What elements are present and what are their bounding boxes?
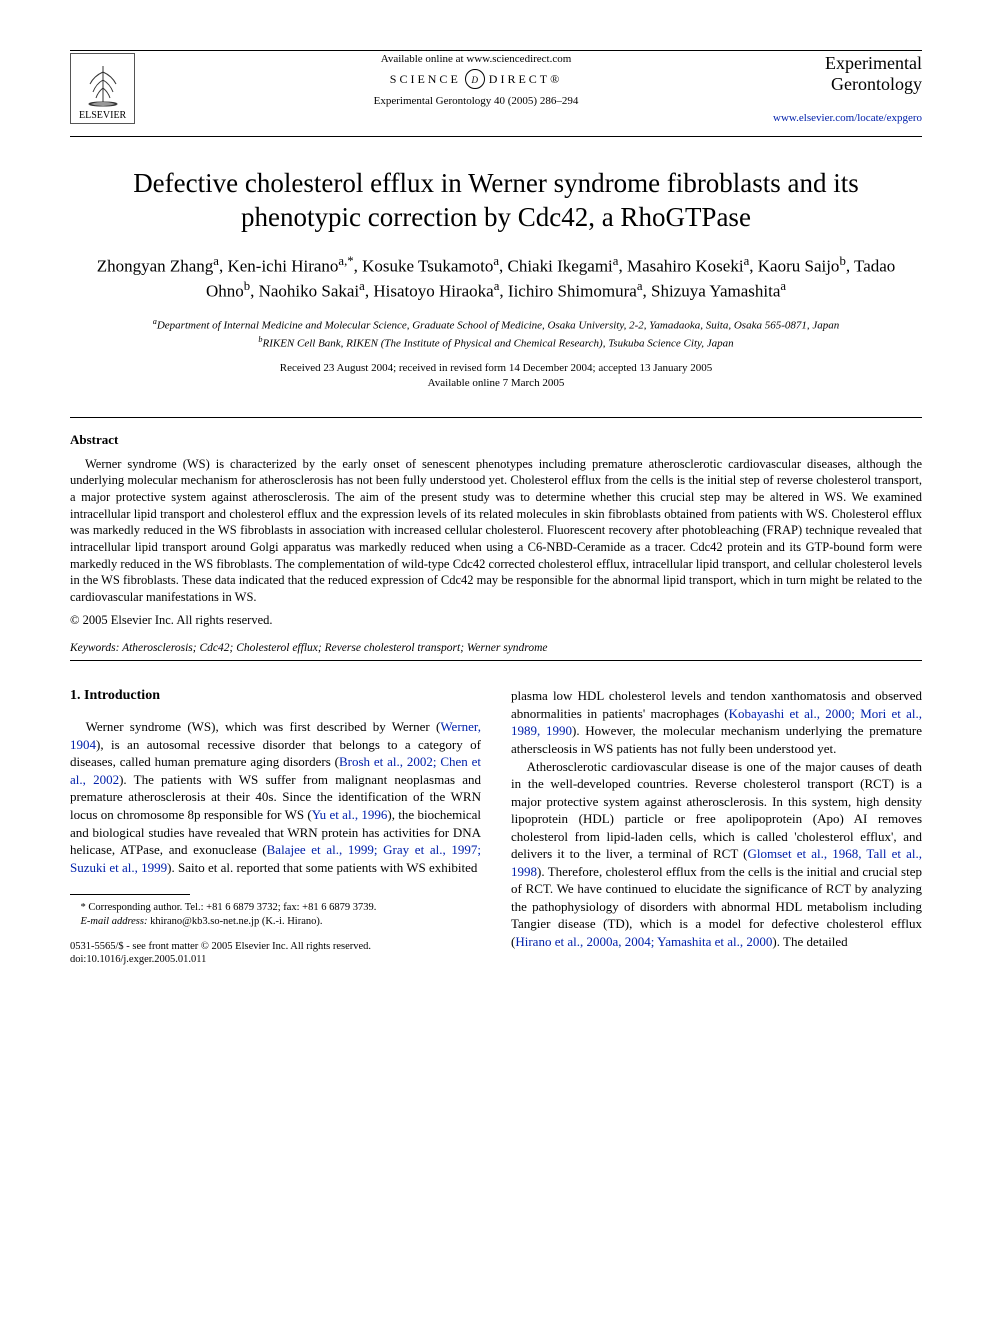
abstract-heading: Abstract [70,432,922,448]
affiliation-b: bRIKEN Cell Bank, RIKEN (The Institute o… [70,334,922,352]
abstract-body: Werner syndrome (WS) is characterized by… [70,456,922,606]
rule-below-header [70,136,922,137]
publisher-block: ELSEVIER [70,53,190,124]
footnote-rule [70,894,190,895]
intro-para-1: Werner syndrome (WS), which was first de… [70,718,481,876]
right-column: plasma low HDL cholesterol levels and te… [511,687,922,966]
body-columns: 1. Introduction Werner syndrome (WS), wh… [70,687,922,966]
corresponding-author: * Corresponding author. Tel.: +81 6 6879… [70,901,481,915]
science-direct-logo: SCIENCE d DIRECT® [190,69,762,89]
cite-hirano-yamashita[interactable]: Hirano et al., 2000a, 2004; Yamashita et… [515,934,772,949]
corresponding-email: E-mail address: khirano@kb3.so-net.ne.jp… [70,915,481,929]
keywords: Keywords: Atherosclerosis; Cdc42; Choles… [70,642,922,654]
article-dates: Received 23 August 2004; received in rev… [70,361,922,391]
rule-below-keywords [70,660,922,661]
left-column: 1. Introduction Werner syndrome (WS), wh… [70,687,481,966]
header-right: Experimental Gerontology www.elsevier.co… [762,53,922,124]
section-1-heading: 1. Introduction [70,687,481,706]
journal-brand: Experimental Gerontology [762,53,922,94]
sd-bullet-icon: d [465,69,485,89]
rule-above-abstract [70,417,922,418]
sd-right: DIRECT® [489,72,562,87]
journal-reference: Experimental Gerontology 40 (2005) 286–2… [190,95,762,107]
journal-brand-line2: Gerontology [762,74,922,95]
copyright: © 2005 Elsevier Inc. All rights reserved… [70,613,922,628]
intro-para-1-cont: plasma low HDL cholesterol levels and te… [511,687,922,757]
intro-para-2: Atherosclerotic cardiovascular disease i… [511,758,922,951]
cite-yu-1996[interactable]: Yu et al., 1996 [312,807,388,822]
affiliations: aDepartment of Internal Medicine and Mol… [70,316,922,351]
publisher-name: ELSEVIER [79,110,126,121]
elsevier-logo: ELSEVIER [70,53,135,124]
authors: Zhongyan Zhanga, Ken-ichi Hiranoa,*, Kos… [90,253,902,304]
doi-block: 0531-5565/$ - see front matter © 2005 El… [70,940,481,967]
received-date: Received 23 August 2004; received in rev… [70,361,922,376]
rule-top [70,50,922,51]
available-online: Available online at www.sciencedirect.co… [190,53,762,65]
header: ELSEVIER Available online at www.science… [70,53,922,124]
keywords-label: Keywords: [70,642,119,654]
front-matter: 0531-5565/$ - see front matter © 2005 El… [70,940,481,954]
available-date: Available online 7 March 2005 [70,376,922,391]
header-center: Available online at www.sciencedirect.co… [190,53,762,107]
affiliation-a: aDepartment of Internal Medicine and Mol… [70,316,922,334]
doi: doi:10.1016/j.exger.2005.01.011 [70,953,481,967]
keywords-list: Atherosclerosis; Cdc42; Cholesterol effl… [122,642,547,654]
article-title: Defective cholesterol efflux in Werner s… [100,167,892,235]
journal-url[interactable]: www.elsevier.com/locate/expgero [762,112,922,124]
journal-brand-line1: Experimental [762,53,922,74]
elsevier-tree-icon [80,62,126,108]
corresponding-footnote: * Corresponding author. Tel.: +81 6 6879… [70,901,481,929]
sd-left: SCIENCE [390,72,461,87]
